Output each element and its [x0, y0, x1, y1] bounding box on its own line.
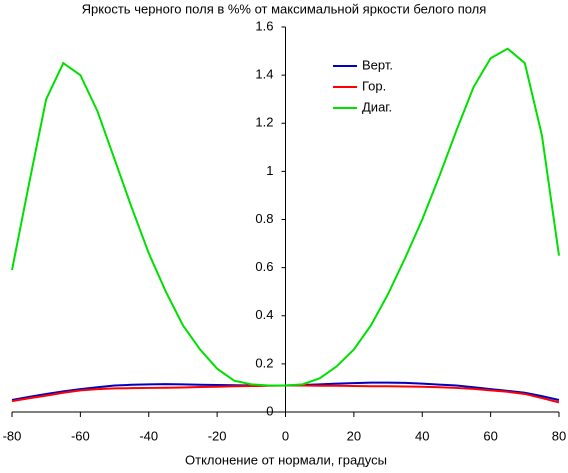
x-tick-label: 40 [415, 428, 429, 443]
y-tick-label: 0.6 [255, 259, 273, 274]
y-tick-label: 1.4 [255, 67, 273, 82]
x-tick-label: -60 [71, 428, 90, 443]
y-tick-label: 0 [266, 403, 273, 418]
x-tick-label: 60 [483, 428, 497, 443]
y-tick-label: 1 [266, 163, 273, 178]
y-tick-label: 0.8 [255, 211, 273, 226]
x-axis-label: Отклонение от нормали, градусы [185, 452, 387, 467]
y-tick-label: 0.4 [255, 307, 273, 322]
legend-label: Диаг. [362, 99, 392, 114]
y-tick-label: 1.2 [255, 115, 273, 130]
y-tick-label: 0.2 [255, 355, 273, 370]
x-tick-label: -20 [208, 428, 227, 443]
series-line [11, 47, 560, 387]
x-tick-label: 0 [282, 428, 289, 443]
legend-label: Верт. [362, 57, 393, 72]
chart-title: Яркость черного поля в %% от максимально… [82, 1, 487, 16]
legend-label: Гор. [362, 78, 386, 93]
x-tick-label: -80 [3, 428, 22, 443]
x-tick-label: -40 [139, 428, 158, 443]
x-tick-label: 20 [347, 428, 361, 443]
y-tick-label: 1.6 [255, 18, 273, 33]
x-tick-label: 80 [552, 428, 566, 443]
